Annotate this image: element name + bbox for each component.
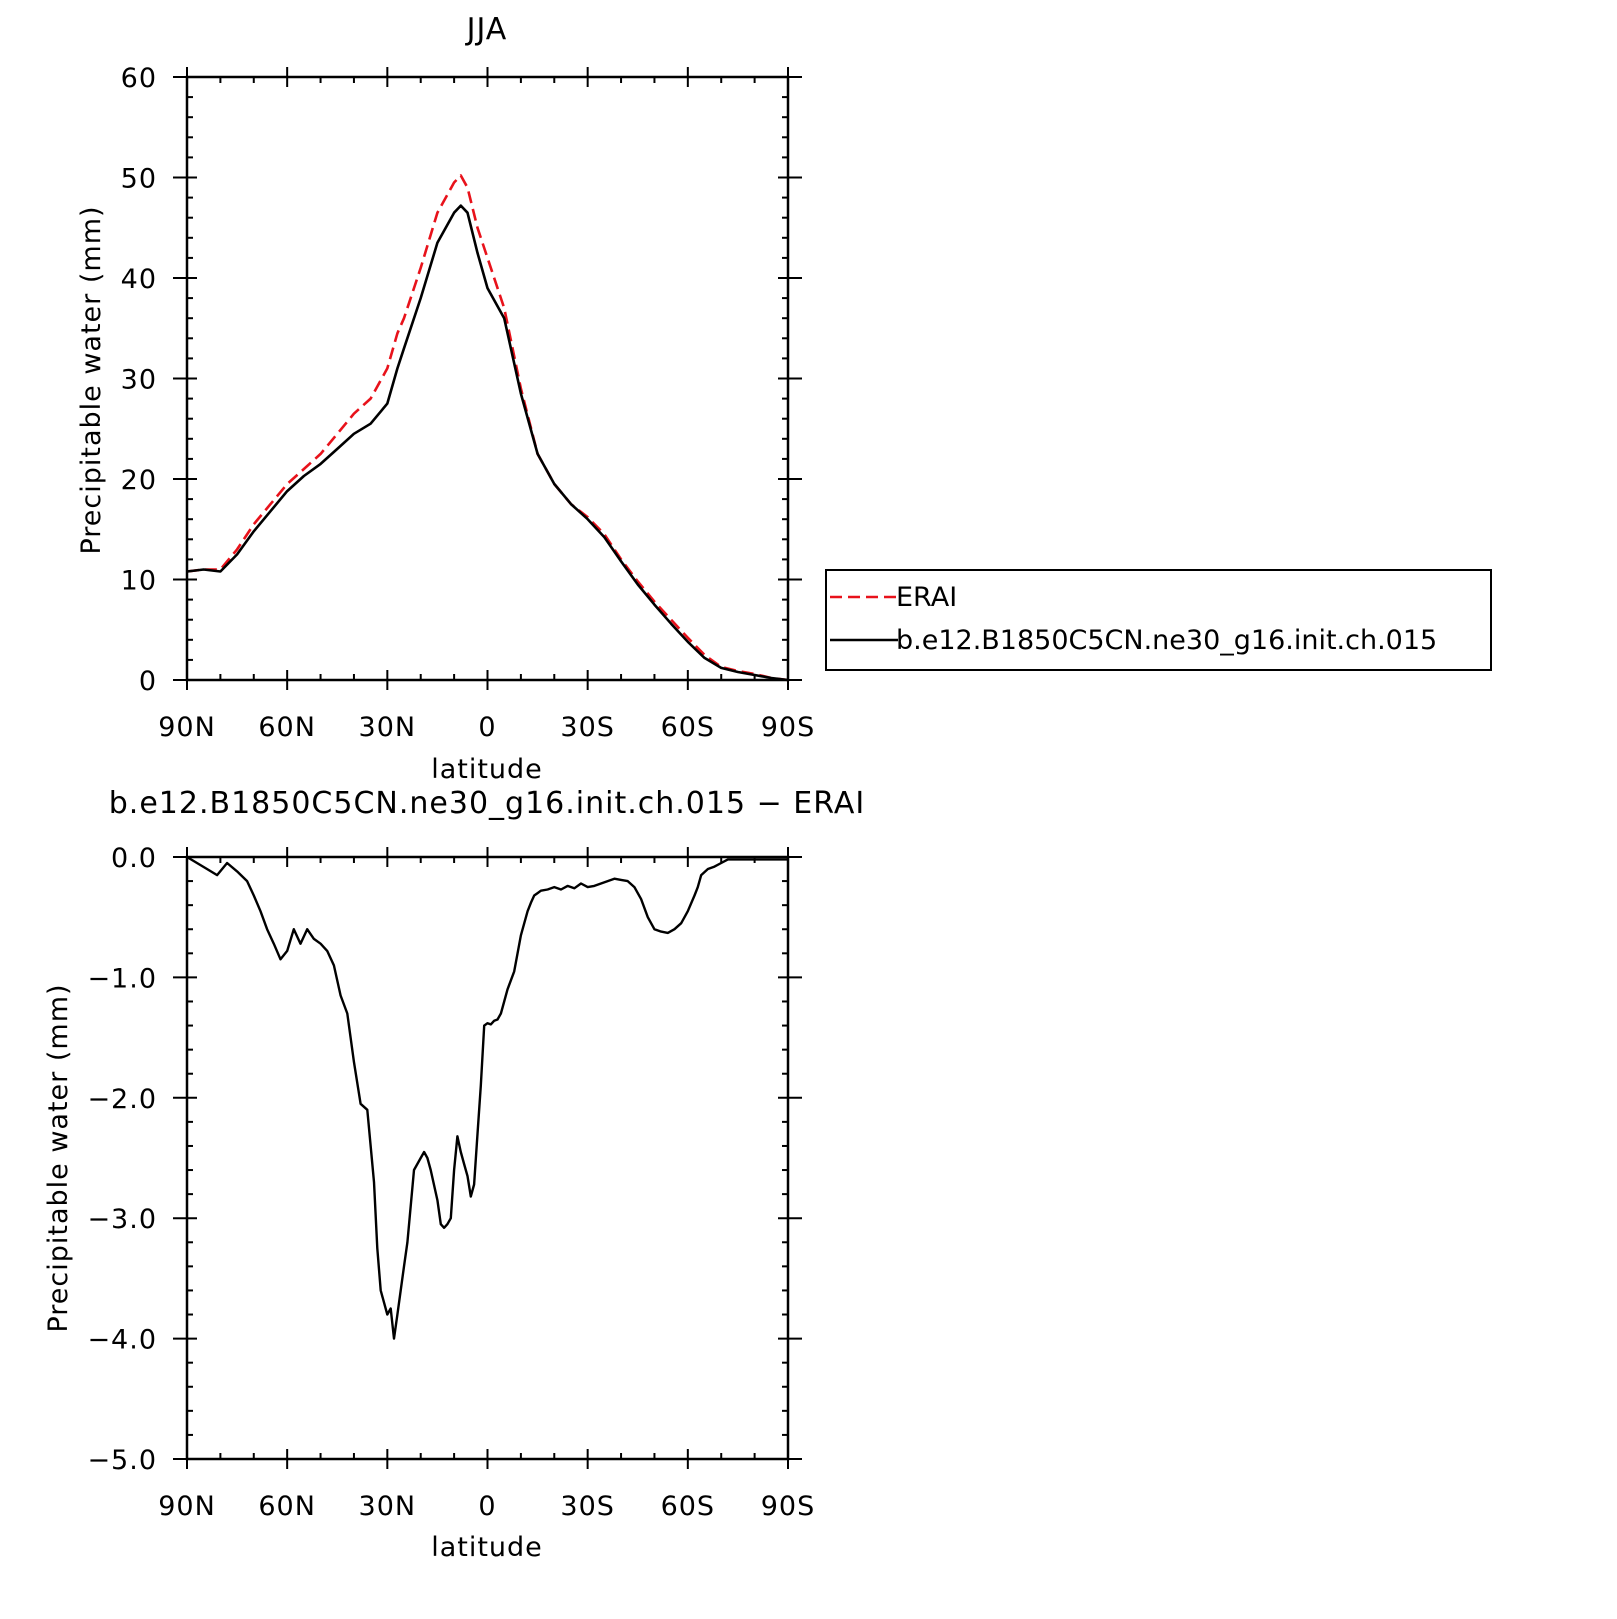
bottom-chart-title: b.e12.B1850C5CN.ne30_g16.init.ch.015 − E…	[109, 786, 865, 821]
top-y-tick-label: 0	[139, 666, 157, 697]
top-tick-labels: 90N 60N 30N 0 30S 60S 90S 0 10 20 30 40 50 60	[121, 63, 816, 743]
bottom-y-tick-label: −4.0	[87, 1325, 157, 1356]
bottom-x-tick-label: 90N	[158, 1491, 216, 1522]
top-panel: JJA Precipitable water (mm) latitude 90N…	[76, 12, 1492, 785]
top-y-tick-label: 10	[121, 566, 157, 597]
series-line-model	[186, 204, 789, 682]
top-y-tick-label: 30	[121, 365, 157, 396]
top-y-tick-label: 20	[121, 465, 157, 496]
top-axis-ticks	[173, 67, 802, 690]
top-y-tick-label: 50	[121, 164, 157, 195]
top-y-tick-label: 60	[121, 63, 157, 94]
bottom-y-tick-label: 0.0	[111, 843, 157, 874]
top-x-tick-label: 0	[478, 712, 496, 743]
bottom-x-tick-label: 0	[478, 1491, 496, 1522]
bottom-y-tick-label: −1.0	[87, 963, 157, 994]
top-x-tick-label: 30S	[560, 712, 615, 743]
legend-box	[825, 569, 1492, 671]
top-y-axis-label: Precipitable water (mm)	[76, 205, 107, 554]
top-plot-frame	[185, 75, 790, 682]
bottom-series-lines	[186, 855, 788, 1340]
series-line-erai	[186, 174, 789, 682]
legend-label-model: b.e12.B1850C5CN.ne30_g16.init.ch.015	[896, 625, 1437, 656]
legend-label-erai: ERAI	[896, 582, 957, 613]
top-x-tick-label: 90N	[158, 712, 216, 743]
bottom-panel: b.e12.B1850C5CN.ne30_g16.init.ch.015 − E…	[43, 786, 865, 1563]
bottom-y-tick-label: −2.0	[87, 1084, 157, 1115]
bottom-y-axis-label: Precipitable water (mm)	[43, 983, 74, 1332]
top-x-axis-label: latitude	[431, 754, 543, 785]
top-x-tick-label: 60S	[661, 712, 716, 743]
bottom-x-tick-label: 60N	[258, 1491, 316, 1522]
series-line-difference	[186, 855, 788, 1340]
bottom-tick-labels: 90N 60N 30N 0 30S 60S 90S 0.0 −1.0 −2.0 −3.0 −4.0 −5…	[87, 843, 816, 1522]
bottom-y-tick-label: −3.0	[87, 1204, 157, 1235]
top-x-tick-label: 60N	[258, 712, 316, 743]
bottom-plot-frame	[185, 855, 790, 1461]
top-series-lines	[186, 174, 789, 682]
top-y-tick-label: 40	[121, 264, 157, 295]
bottom-x-axis-label: latitude	[431, 1532, 543, 1563]
bottom-axis-ticks	[173, 847, 802, 1469]
bottom-x-tick-label: 60S	[661, 1491, 716, 1522]
top-x-tick-label: 90S	[761, 712, 816, 743]
bottom-x-tick-label: 90S	[761, 1491, 816, 1522]
legend: ERAI b.e12.B1850C5CN.ne30_g16.init.ch.01…	[825, 569, 1492, 671]
top-chart-title: JJA	[465, 12, 508, 47]
bottom-y-tick-label: −5.0	[87, 1445, 157, 1476]
top-x-tick-label: 30N	[359, 712, 417, 743]
bottom-x-tick-label: 30S	[560, 1491, 615, 1522]
bottom-x-tick-label: 30N	[359, 1491, 417, 1522]
